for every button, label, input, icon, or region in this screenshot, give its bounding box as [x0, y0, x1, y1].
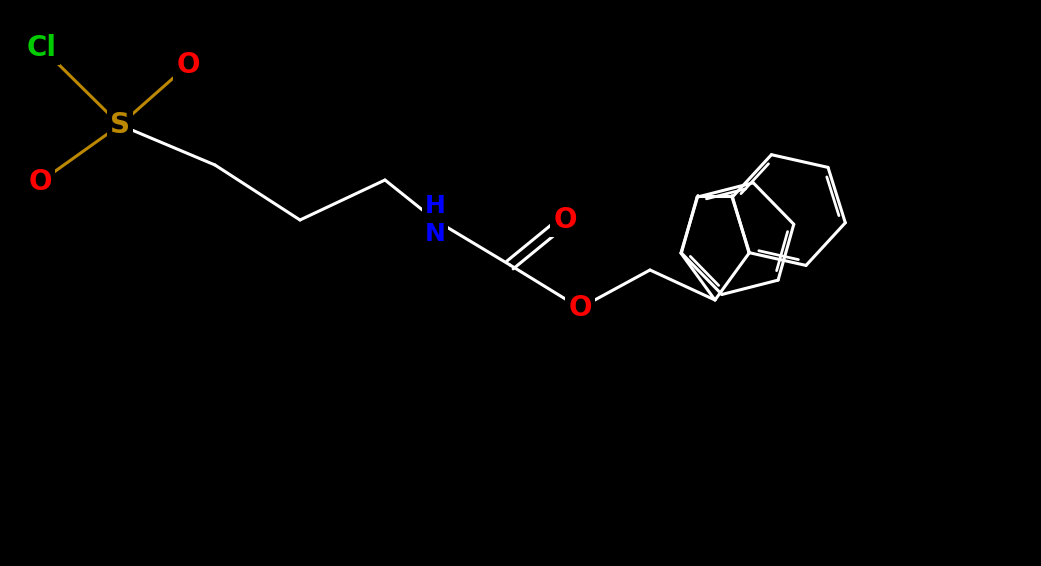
Text: O: O [553, 206, 577, 234]
Text: O: O [176, 51, 200, 79]
Text: Cl: Cl [27, 34, 57, 62]
Text: H
N: H N [425, 194, 446, 246]
Text: S: S [110, 111, 130, 139]
Text: O: O [28, 168, 52, 196]
Text: O: O [568, 294, 591, 322]
